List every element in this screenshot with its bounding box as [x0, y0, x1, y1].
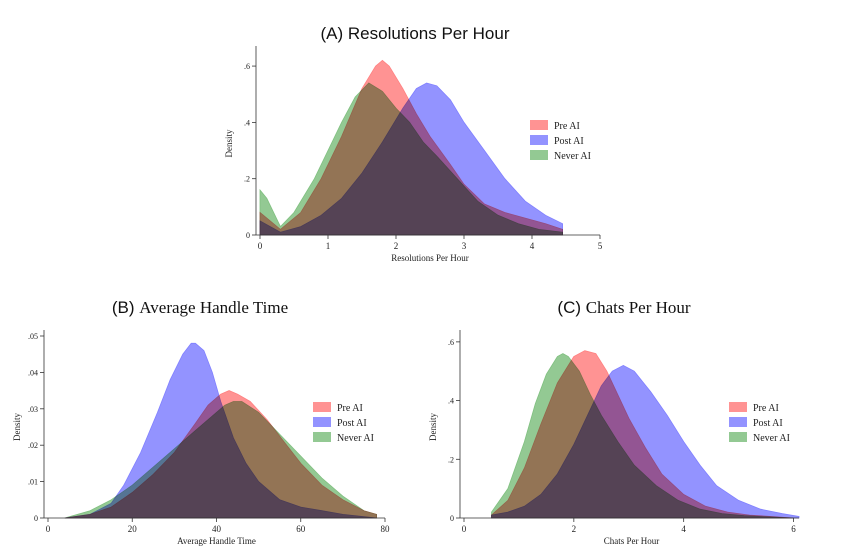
panel-b-y-label: Density: [12, 413, 22, 441]
panel-a-x-tick-label: 1: [326, 241, 331, 251]
panel-a-legend: Pre AI Post AI Never AI: [530, 120, 591, 162]
panel-c-x-tick-label: 4: [681, 524, 686, 534]
panel-a-legend-swatch-pre-ai: [530, 120, 548, 130]
panel-b-legend-label: Pre AI: [337, 403, 363, 414]
panel-c-y-tick-label: .6: [448, 338, 454, 347]
panel-b-y-tick-label: 0: [34, 514, 38, 523]
panel-b-x-tick-label: 80: [381, 524, 391, 534]
panel-c-series-never-ai: [491, 353, 794, 519]
panel-c-x-tick-label: 2: [572, 524, 577, 534]
panel-average-handle-time: (B) Average Handle Time 0 20 40 60 80 0 .01 .02…: [0, 292, 420, 550]
panel-b-series-never-ai: [64, 401, 377, 519]
panel-a-legend-label: Never AI: [554, 151, 591, 162]
panel-a-chart: 0 1 2 3 4 5 0 .2 .4 .6 Resolutions Per Hour Density…: [224, 46, 603, 263]
panel-b-x-label: Average Handle Time: [177, 536, 256, 546]
panel-a-y-label: Density: [224, 129, 234, 157]
panel-b-x-tick-label: 20: [128, 524, 138, 534]
panel-b-y-tick-label: .03: [28, 405, 38, 414]
panel-a-x-tick-label: 5: [598, 241, 603, 251]
panel-a-y-tick-label: 0: [246, 231, 250, 240]
panel-a-title: (A) Resolutions Per Hour: [200, 24, 630, 44]
panel-b-legend-label: Post AI: [337, 418, 367, 429]
panel-a-legend-swatch-post-ai: [530, 135, 548, 145]
panel-c-chart: 0 2 4 6 0 .2 .4 .6 Chats Per Hour Density Pre AI Po…: [428, 330, 800, 546]
panel-b-y-tick-label: .04: [28, 368, 38, 377]
panel-a-legend-label: Pre AI: [554, 121, 580, 132]
panel-a-title-name: Resolutions Per Hour: [347, 24, 510, 43]
panel-c-y-tick-label: 0: [450, 514, 454, 523]
panel-c-y-label: Density: [428, 413, 438, 441]
panel-c-legend-swatch-post-ai: [729, 417, 747, 427]
panel-c-plot-area: [491, 350, 800, 519]
panel-a-plot-area: [259, 59, 563, 236]
panel-c-y-tick-label: .4: [448, 397, 454, 406]
panel-c-legend-label: Post AI: [753, 418, 783, 429]
panel-c-y-tick-label: .2: [448, 455, 454, 464]
panel-c-legend: Pre AI Post AI Never AI: [729, 402, 790, 444]
panel-a-legend-swatch-never-ai: [530, 150, 548, 160]
panel-a-series-never-ai: [259, 82, 563, 236]
panel-c-legend-swatch-never-ai: [729, 432, 747, 442]
panel-c-x-tick-label: 0: [462, 524, 467, 534]
panel-a-y-tick-label: .6: [244, 62, 250, 71]
panel-b-y-tick-label: .05: [28, 332, 38, 341]
panel-b-plot-area: [64, 342, 377, 519]
panel-c-title: (C) Chats Per Hour: [454, 298, 794, 318]
panel-b-legend: Pre AI Post AI Never AI: [313, 402, 374, 444]
panel-a-x-tick-label: 4: [530, 241, 535, 251]
panel-b-legend-swatch-never-ai: [313, 432, 331, 442]
panel-c-legend-label: Never AI: [753, 433, 790, 444]
panel-b-title-name: Average Handle Time: [139, 298, 289, 317]
panel-c-legend-swatch-pre-ai: [729, 402, 747, 412]
panel-a-x-tick-label: 0: [258, 241, 263, 251]
panel-a-y-tick-label: .4: [244, 118, 250, 127]
panel-c-legend-label: Pre AI: [753, 403, 779, 414]
panel-b-legend-label: Never AI: [337, 433, 374, 444]
panel-b-chart: 0 20 40 60 80 0 .01 .02 .03 .04 .05 Average Handle …: [12, 330, 391, 546]
panel-a-legend-label: Post AI: [554, 136, 584, 147]
panel-c-x-label: Chats Per Hour: [604, 536, 660, 546]
panel-b-y-tick-label: .02: [28, 441, 38, 450]
panel-b-title-letter: (B): [111, 298, 135, 317]
panel-c-x-tick-label: 6: [791, 524, 796, 534]
panel-b-x-tick-label: 60: [296, 524, 306, 534]
panel-b-legend-swatch-pre-ai: [313, 402, 331, 412]
panel-c-title-name: Chats Per Hour: [585, 298, 691, 317]
panel-b-title: (B) Average Handle Time: [30, 298, 370, 318]
panel-a-title-letter: (A): [320, 24, 344, 43]
panel-a-x-label: Resolutions Per Hour: [391, 253, 469, 263]
panel-a-y-tick-label: .2: [244, 175, 250, 184]
panel-c-title-letter: (C): [557, 298, 582, 317]
panel-resolutions-per-hour: (A) Resolutions Per Hour 0 1 2 3 4 5 0 .2 .4 .6 Re…: [200, 20, 630, 280]
panel-b-x-tick-label: 0: [46, 524, 51, 534]
panel-b-legend-swatch-post-ai: [313, 417, 331, 427]
panel-b-x-tick-label: 40: [212, 524, 222, 534]
panel-chats-per-hour: (C) Chats Per Hour 0 2 4 6 0 .2 .4 .6 Chats Per …: [424, 292, 854, 550]
panel-b-y-tick-label: .01: [28, 478, 38, 487]
panel-a-x-tick-label: 3: [462, 241, 467, 251]
panel-a-x-tick-label: 2: [394, 241, 399, 251]
